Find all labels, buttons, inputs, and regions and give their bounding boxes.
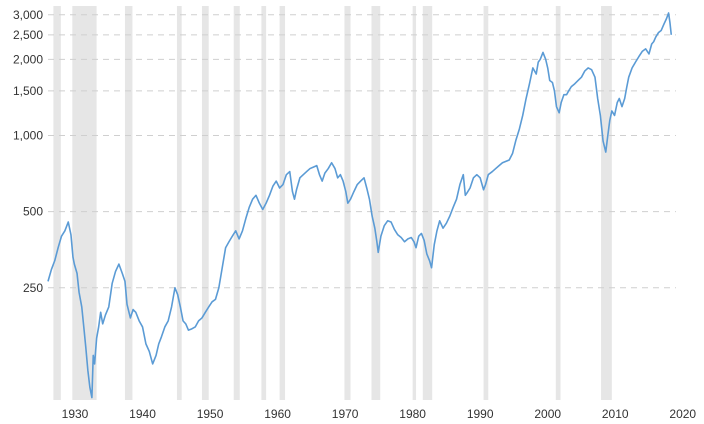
y-tick-label: 2,500 [13,28,43,42]
y-tick-label: 250 [23,281,43,295]
recession-bands [53,6,612,400]
recession-band-4 [201,6,209,400]
recession-band-14 [601,6,612,400]
x-tick-label: 1960 [264,407,291,421]
y-tick-label: 1,500 [13,84,43,98]
recession-band-3 [176,6,182,400]
recession-band-12 [483,6,489,400]
x-tick-label: 1930 [62,407,89,421]
recession-band-2 [124,6,133,400]
y-tick-label: 500 [23,205,43,219]
recession-band-5 [233,6,240,400]
plot-area [47,12,673,399]
x-tick-label: 2010 [602,407,629,421]
x-axis-labels: 1930 1940 1950 1960 1970 1980 1990 2000 2010 2020 [62,407,697,421]
x-tick-label: 1990 [467,407,494,421]
y-tick-label: 3,000 [13,8,43,22]
horizontal-grid [48,14,676,289]
y-axis-labels: 250 500 1,000 1,500 2,000 2,500 3,000 [13,8,43,295]
x-tick-label: 2020 [669,407,696,421]
x-tick-label: 1980 [399,407,426,421]
y-tick-label: 1,000 [13,128,43,142]
recession-band-10 [412,6,417,400]
recession-band-13 [555,6,561,400]
price-series-line [47,12,673,399]
recession-band-7 [279,6,286,400]
recession-band-0 [53,6,61,400]
x-tick-label: 1940 [129,407,156,421]
x-tick-label: 1970 [332,407,359,421]
recession-band-11 [422,6,433,400]
x-tick-label: 2000 [534,407,561,421]
recession-band-6 [261,6,267,400]
x-tick-label: 1950 [197,407,224,421]
y-tick-label: 2,000 [13,52,43,66]
recession-band-9 [371,6,381,400]
